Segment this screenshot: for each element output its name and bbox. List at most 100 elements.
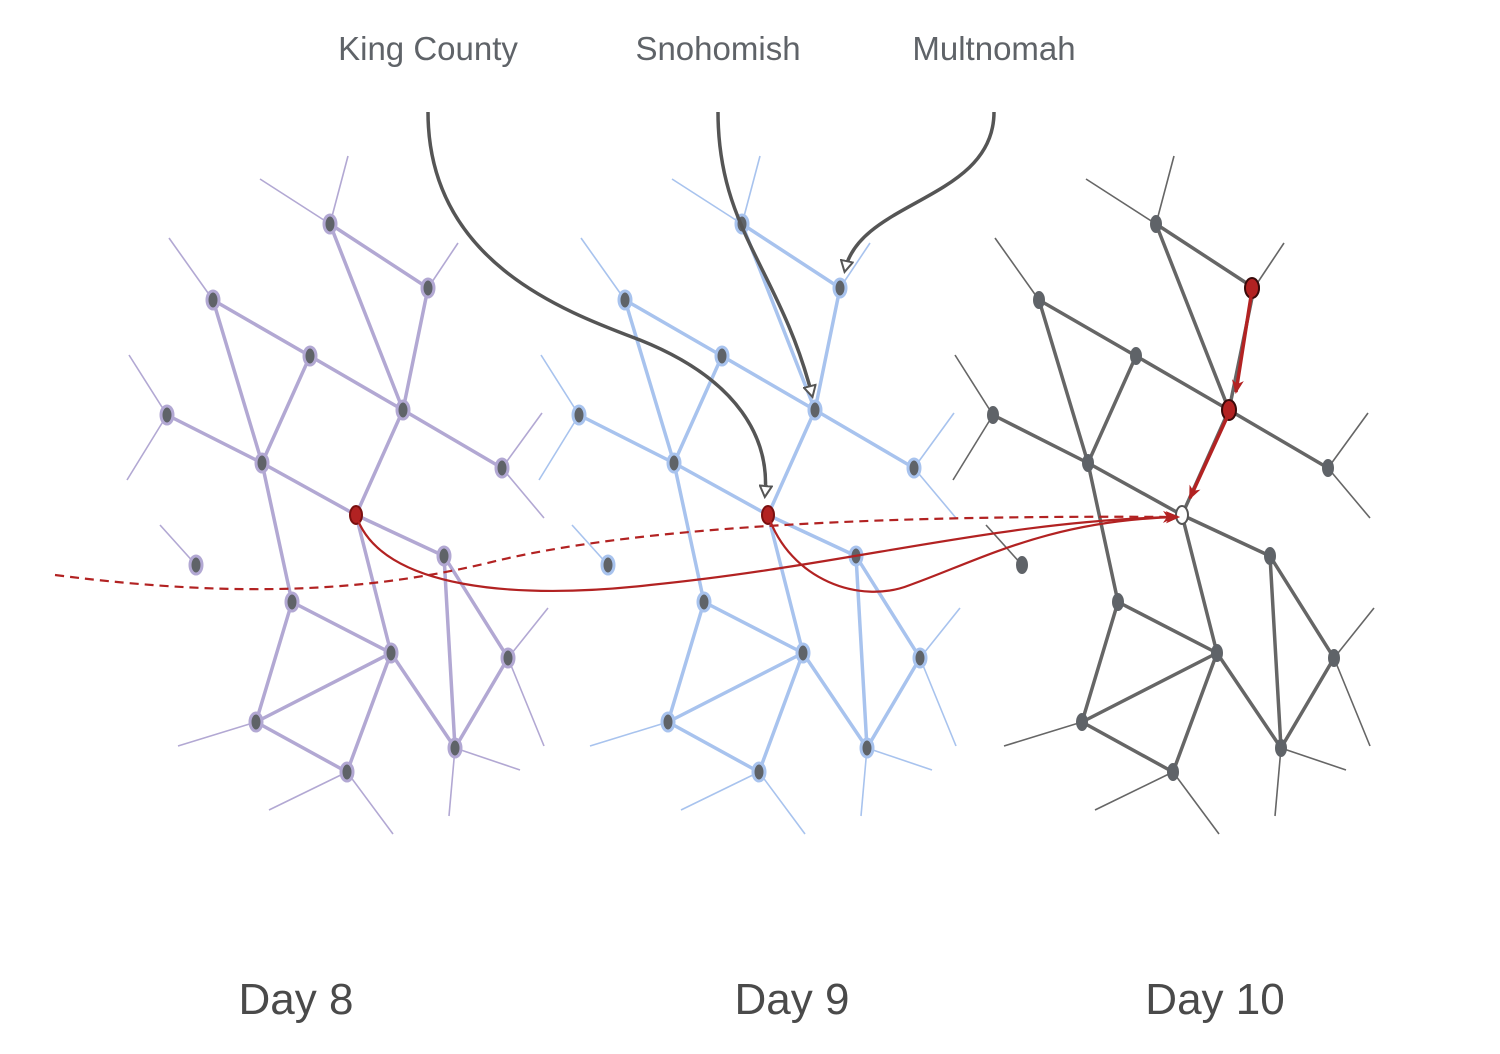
graph-node [1082,454,1094,472]
graph-node [859,737,875,759]
day-label-10: Day 10 [1145,975,1285,1024]
graph-node [1264,547,1276,565]
stub-edge [1327,467,1371,519]
graph-edge [672,354,724,465]
stub-edge [329,155,349,225]
stub-edge [128,354,168,416]
graph-node [912,647,928,669]
graph-node [1175,505,1189,525]
graph-edge [623,298,676,465]
stub-edge [268,771,348,811]
graph-node [751,761,767,783]
graph-edge [666,600,706,724]
graph-node [339,761,355,783]
stub-edge [1155,155,1175,225]
graph-edge [740,222,842,290]
graph-edge [328,222,405,412]
graph-node [906,457,922,479]
dashed-trajectory [54,510,1177,591]
graph-edge [854,554,869,750]
graph-edge [1154,222,1256,290]
graph-edge [854,554,922,660]
graph-edge [1268,554,1283,750]
graph-node [832,277,848,299]
graph-node [1016,556,1028,574]
graph-layers [126,155,1375,835]
highlight-node [1221,399,1237,421]
graph-node [617,289,633,311]
stub-edge [758,771,806,835]
county-label-snohomish: Snohomish [635,30,801,67]
stub-edge [540,354,580,416]
graph-node [1130,347,1142,365]
graph-edge [1134,354,1231,412]
graph-edge [401,286,430,412]
stub-edge [1094,771,1174,811]
graph-node [1167,763,1179,781]
graph-edge [801,651,869,750]
graph-edge [308,354,405,412]
stub-edge [860,747,868,817]
red-arrow-day10-b [1188,412,1231,500]
graph-edge [1086,354,1138,465]
graph-edge [1086,461,1184,517]
stub-edge [1172,771,1220,835]
stub-edge [741,155,761,225]
graph-edge [453,656,510,750]
graph-edge [1279,656,1336,750]
stub-edge [680,771,760,811]
graph-node [660,711,676,733]
graph-edge [1086,461,1120,604]
graph-edge [290,600,393,655]
graph-node [1211,644,1223,662]
graph-edge [813,286,842,412]
graph-node [1328,649,1340,667]
stub-edge [913,412,955,469]
graph-node [1033,291,1045,309]
graph-edge [865,656,922,750]
graph-day-9 [538,155,961,835]
stub-edge [919,607,961,659]
graph-node [666,452,682,474]
graph-edge [666,720,761,774]
graph-node [1150,215,1162,233]
stub-edge [1327,412,1369,469]
stub-edge [589,721,669,747]
graph-edge [260,461,358,517]
graph-node [500,647,516,669]
graph-node [322,213,338,235]
stub-edge [346,771,394,835]
graph-node [1275,739,1287,757]
graph-node [987,406,999,424]
stub-edge [985,524,1023,566]
graph-node [571,404,587,426]
graph-node [807,399,823,421]
graph-edge [260,354,312,465]
graph-edge [666,651,805,724]
graph-edge [1080,651,1219,724]
graph-edge [1180,513,1219,655]
graph-edge [766,408,817,517]
graph-edge [442,554,510,660]
graph-edge [1171,651,1219,774]
graph-day-10 [952,155,1375,835]
stub-edge [571,524,609,566]
red-arrow-day10-a [1231,289,1254,394]
graph-node [205,289,221,311]
graph-edge [354,408,405,517]
graph-edge [211,298,312,358]
day-label-9: Day 9 [734,975,850,1024]
graph-edge [1227,408,1330,470]
stub-edge [580,237,626,301]
multnomah-arrow [845,111,996,270]
graph-node [600,554,616,576]
graph-edge [442,554,457,750]
stub-edge [507,657,545,747]
stub-edge [994,237,1040,301]
graph-edge [389,651,457,750]
graph-node [1322,459,1334,477]
graph-node [188,554,204,576]
graph-edge [1037,298,1090,465]
stub-edge [159,524,197,566]
